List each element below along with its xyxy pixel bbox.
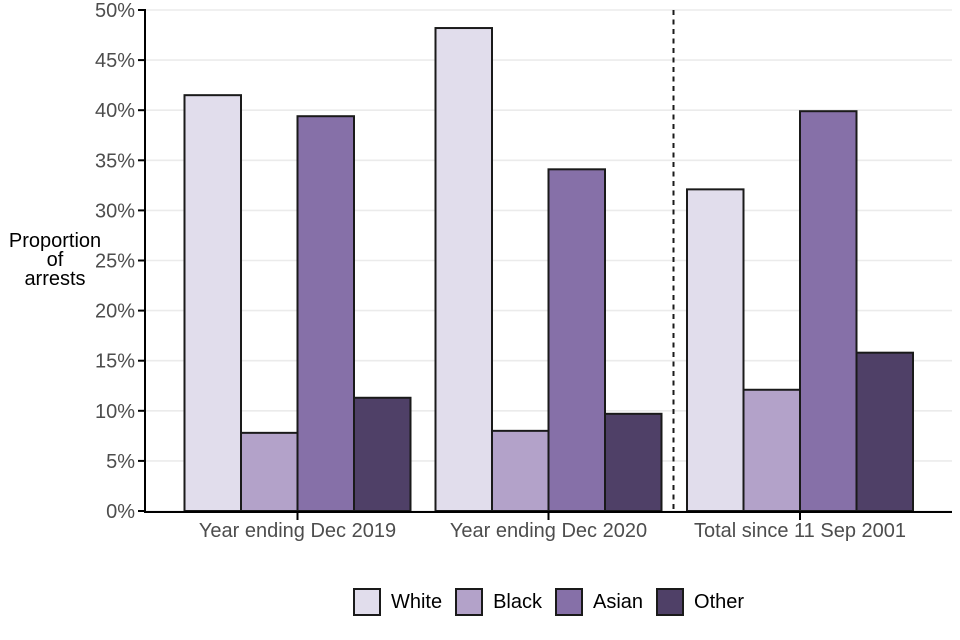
y-tick-label: 20%: [95, 301, 135, 323]
bar-other-group2: [604, 412, 663, 512]
legend-item-black: Black: [455, 588, 542, 616]
legend: White Black Asian Other: [145, 584, 952, 620]
legend-item-asian: Asian: [554, 588, 644, 616]
bar-white-group3: [686, 188, 745, 512]
legend-swatch-white: [352, 588, 381, 616]
legend-swatch-black: [455, 588, 484, 616]
bar-asian-group1: [296, 115, 355, 512]
legend-swatch-asian: [554, 588, 583, 616]
y-tick-label: 5%: [106, 451, 135, 473]
bar-other-group3: [855, 351, 914, 512]
y-tick-label: 50%: [95, 0, 135, 22]
y-axis-title-line: arrests: [24, 268, 85, 290]
legend-label-other: Other: [694, 590, 745, 613]
y-tick-label: 0%: [106, 501, 135, 523]
x-tick-label: Year ending Dec 2019: [199, 520, 396, 542]
bar-white-group2: [434, 27, 493, 512]
bar-black-group1: [240, 431, 299, 512]
x-tick-label: Year ending Dec 2020: [450, 520, 647, 542]
legend-label-white: White: [390, 590, 443, 613]
y-tick-label: 30%: [95, 200, 135, 222]
x-tick-label: Total since 11 Sep 2001: [694, 520, 906, 542]
y-tick-label: 45%: [95, 50, 135, 72]
legend-label-black: Black: [493, 590, 542, 613]
y-tick-label: 25%: [95, 251, 135, 273]
y-tick-label: 35%: [95, 150, 135, 172]
bar-black-group3: [742, 388, 801, 512]
bar-black-group2: [491, 429, 550, 512]
bar-asian-group3: [799, 110, 858, 513]
y-axis-title-line: Proportion: [9, 230, 101, 252]
y-tick-label: 10%: [95, 401, 135, 423]
y-tick-label: 40%: [95, 100, 135, 122]
legend-item-other: Other: [656, 588, 744, 616]
bar-white-group1: [183, 94, 242, 512]
legend-swatch-other: [656, 588, 685, 616]
legend-label-asian: Asian: [592, 590, 644, 613]
y-tick-label: 15%: [95, 351, 135, 373]
y-axis-title-line: of: [47, 249, 64, 271]
bar-other-group1: [353, 396, 412, 512]
bar-asian-group2: [547, 168, 606, 512]
legend-item-white: White: [352, 588, 443, 616]
